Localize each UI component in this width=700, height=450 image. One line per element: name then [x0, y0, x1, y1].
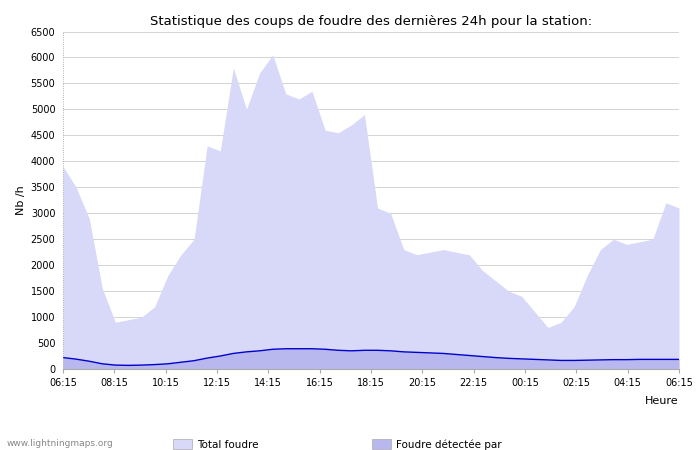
Y-axis label: Nb /h: Nb /h — [16, 185, 27, 215]
Title: Statistique des coups de foudre des dernières 24h pour la station:: Statistique des coups de foudre des dern… — [150, 14, 592, 27]
Legend: Total foudre, Moyenne de toutes les stations, Foudre détectée par: Total foudre, Moyenne de toutes les stat… — [173, 439, 502, 450]
Text: Heure: Heure — [645, 396, 679, 406]
Text: www.lightningmaps.org: www.lightningmaps.org — [7, 439, 113, 448]
